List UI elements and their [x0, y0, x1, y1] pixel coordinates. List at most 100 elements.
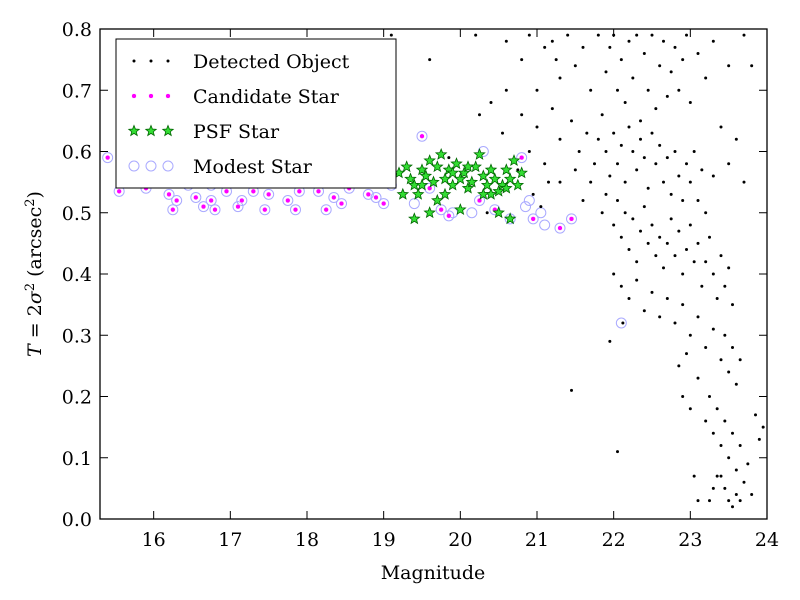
- detected-object-point: [550, 39, 554, 43]
- modest-star-point: [416, 130, 428, 142]
- detected-object-point: [719, 358, 723, 362]
- detected-object-point: [704, 76, 708, 80]
- candidate-star-point: [239, 197, 245, 204]
- detected-object-point: [654, 162, 658, 166]
- psf-star-point: [500, 181, 513, 194]
- x-tick-label: 22: [602, 529, 626, 551]
- modest-star-point: [102, 152, 114, 164]
- detected-object-point: [731, 303, 734, 307]
- detected-object-point: [711, 327, 715, 331]
- modest-star-point: [232, 201, 244, 213]
- detected-object-point: [723, 419, 727, 423]
- modest-star-point: [516, 152, 528, 164]
- detected-object-point: [616, 88, 619, 92]
- candidate-star-point: [208, 197, 214, 204]
- psf-star-point: [415, 178, 429, 191]
- detected-object-point: [669, 217, 673, 221]
- detected-object-point: [527, 33, 531, 37]
- detected-object-point: [600, 211, 604, 215]
- detected-object-point: [761, 425, 765, 429]
- detected-object-point: [723, 486, 727, 490]
- detected-object-point: [585, 131, 589, 135]
- psf-star-point: [515, 166, 528, 179]
- detected-object-point: [623, 211, 627, 215]
- detected-object-point: [708, 499, 711, 503]
- psf-star-point: [427, 175, 440, 188]
- psf-star-point: [500, 163, 513, 176]
- legend-item-candidate-star: Candidate Star: [131, 86, 340, 108]
- detected-object-point: [669, 192, 673, 196]
- detected-object-point: [731, 346, 734, 349]
- candidate-star-point: [373, 194, 379, 201]
- y-tick-label: 0.6: [62, 142, 92, 164]
- detected-object-point: [681, 303, 685, 307]
- candidate-star-point: [476, 197, 483, 204]
- detected-object-point: [604, 150, 608, 153]
- legend-marker-candidate-star: [148, 93, 154, 99]
- detected-object-point: [677, 364, 681, 368]
- x-tick-label: 19: [372, 529, 396, 551]
- candidate-star-point: [223, 188, 230, 194]
- modest-star-point: [520, 201, 531, 213]
- psf-star-point: [484, 163, 498, 176]
- candidate-star-point: [438, 207, 444, 213]
- psf-star-point: [434, 147, 448, 160]
- detected-object-point: [504, 39, 508, 43]
- psf-star-point: [454, 172, 467, 185]
- psf-star-point: [423, 206, 436, 219]
- detected-object-point: [516, 168, 520, 172]
- detected-object-point: [619, 284, 623, 288]
- detected-object-point: [604, 192, 608, 196]
- detected-object-point: [734, 468, 738, 472]
- detected-object-point: [547, 180, 550, 184]
- detected-object-point: [704, 346, 708, 349]
- detected-object-point: [558, 180, 562, 184]
- psf-star-point: [438, 172, 452, 185]
- detected-object-point: [673, 321, 677, 325]
- detected-object-point: [665, 156, 669, 160]
- legend-marker-psf-star: [161, 124, 175, 137]
- x-tick-label: 16: [142, 529, 166, 551]
- legend-label-psf-star: PSF Star: [193, 121, 280, 143]
- detected-object-point: [554, 58, 558, 62]
- detected-object-point: [589, 88, 593, 92]
- detected-object-point: [621, 321, 625, 325]
- detected-object-point: [654, 107, 658, 111]
- detected-object-point: [696, 52, 700, 55]
- detected-object-point: [566, 33, 570, 37]
- detected-object-point: [688, 101, 692, 104]
- modest-star-point: [535, 207, 547, 219]
- modest-star-point: [259, 204, 271, 216]
- detected-object-point: [673, 150, 677, 153]
- detected-object-point: [635, 278, 639, 282]
- candidate-star-point: [235, 203, 241, 210]
- detected-object-point: [642, 52, 646, 55]
- psf-star-point: [423, 154, 436, 167]
- detected-object-point: [639, 119, 642, 123]
- psf-star-point: [415, 163, 429, 176]
- candidate-star-point: [212, 207, 218, 213]
- psf-star-point: [492, 184, 505, 197]
- detected-object-point: [742, 33, 746, 37]
- modest-star-point: [408, 198, 420, 210]
- psf-star-point: [438, 187, 452, 200]
- y-tick-label: 0.1: [62, 448, 92, 470]
- detected-object-point: [627, 39, 631, 43]
- legend-marker-psf-star: [127, 124, 141, 137]
- candidate-star-point: [166, 191, 172, 198]
- detected-object-point: [696, 241, 700, 245]
- modest-star-point: [282, 195, 294, 206]
- detected-object-point: [642, 309, 646, 313]
- modest-star-point: [198, 201, 209, 213]
- psf-star-point: [400, 160, 413, 173]
- detected-object-point: [677, 88, 681, 92]
- legend-marker-modest-star: [162, 160, 174, 172]
- y-tick-label: 0.4: [62, 264, 92, 286]
- detected-object-point: [711, 272, 715, 276]
- legend-marker-psf-star: [144, 124, 158, 137]
- detected-object-point: [662, 180, 665, 184]
- psf-star-point: [473, 147, 486, 160]
- detected-object-point: [754, 413, 757, 417]
- detected-object-point: [573, 64, 577, 68]
